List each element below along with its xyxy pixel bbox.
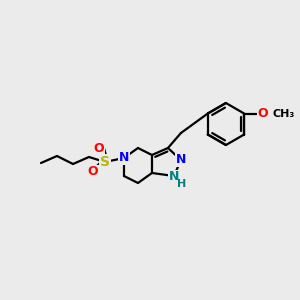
Text: CH₃: CH₃ [272,109,294,118]
Text: H: H [177,179,187,189]
Text: N: N [119,152,129,164]
Text: O: O [88,166,98,178]
Text: S: S [100,155,110,169]
Text: N: N [176,154,186,166]
Text: O: O [94,142,104,154]
Text: N: N [169,170,179,184]
Text: O: O [258,107,268,120]
